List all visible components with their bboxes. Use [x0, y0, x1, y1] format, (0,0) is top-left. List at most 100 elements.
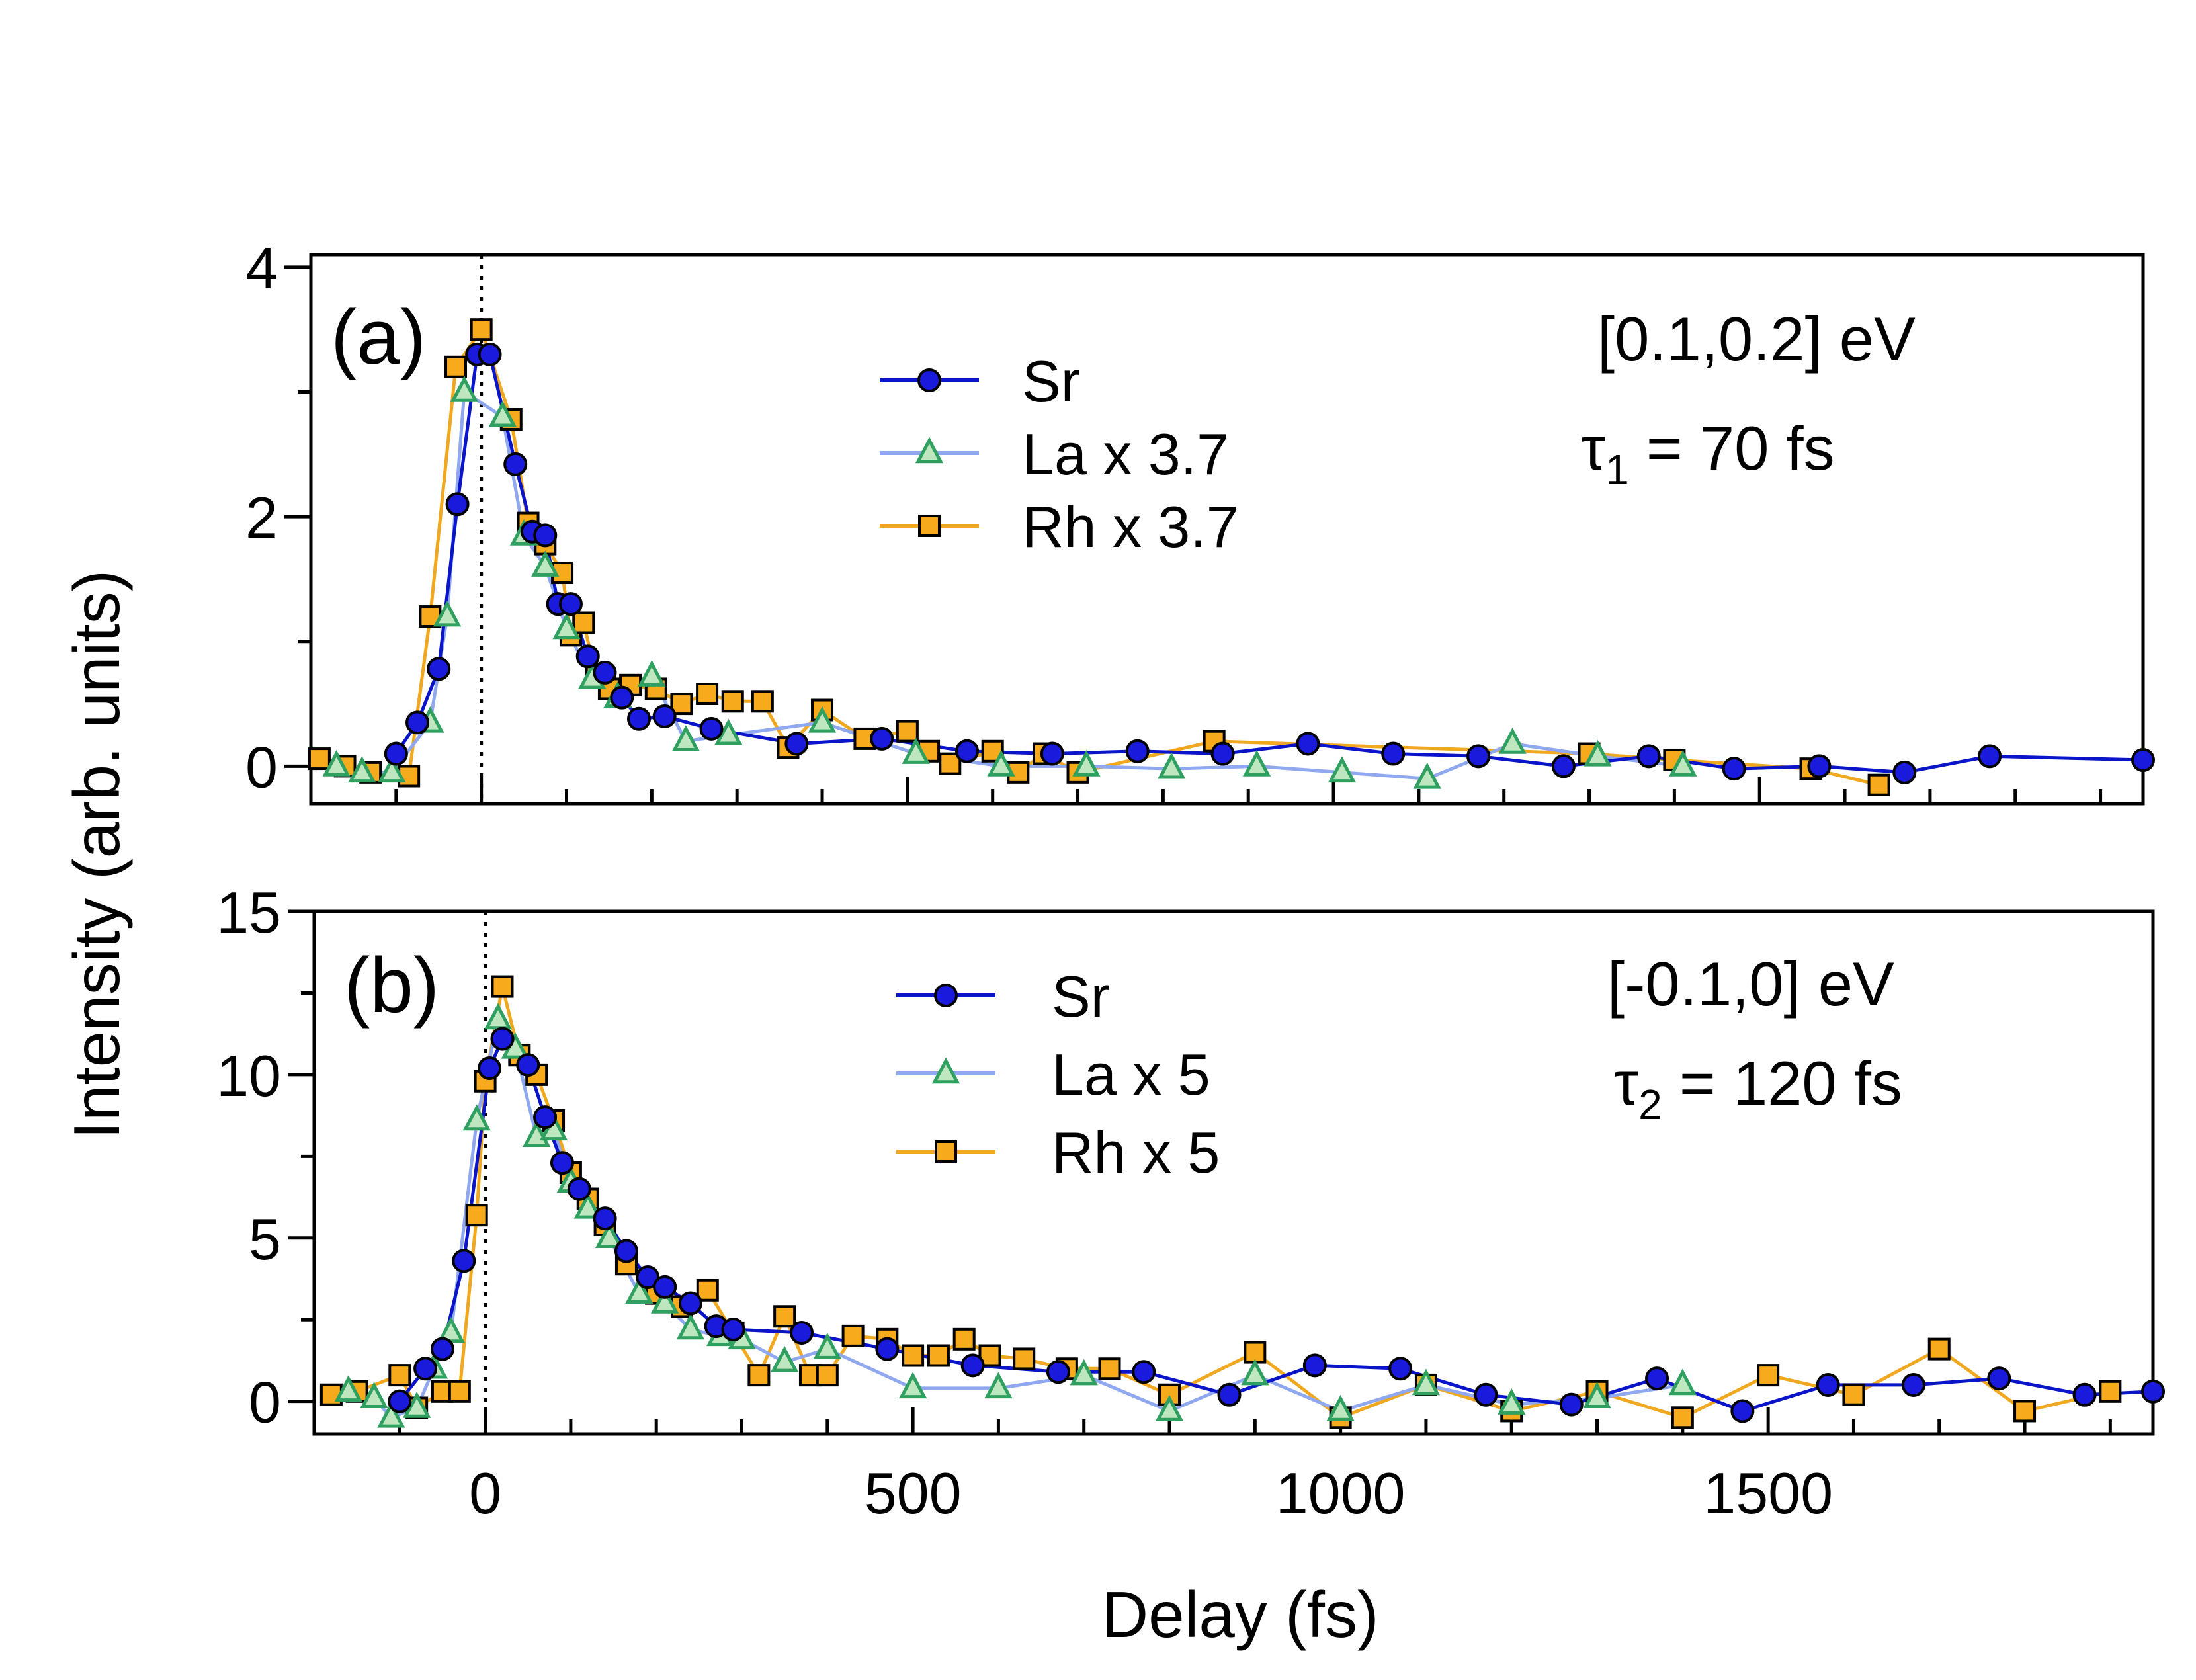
panel-b-point-triangle — [573, 1192, 602, 1219]
panel-a-point-triangle — [1584, 739, 1612, 767]
panel-b-point-circle — [1816, 1372, 1840, 1397]
panel-a-legend-text: Sr — [1022, 349, 1080, 414]
panel-a-point-square — [1867, 773, 1890, 796]
panel-b-point-square — [1098, 1357, 1121, 1380]
panel-b-point-square — [841, 1324, 865, 1347]
panel-a-point-circle — [1466, 744, 1491, 769]
panel-a-point-square — [896, 720, 919, 743]
y-axis-label: Intensity (arb. units) — [60, 570, 133, 1140]
panel-b-xtick-label: 0 — [469, 1460, 501, 1526]
panel-b-point-circle — [1302, 1353, 1327, 1378]
panel-b-point-triangle — [676, 1313, 705, 1340]
panel-a-point-triangle — [987, 749, 1015, 777]
panel-b-point-circle — [490, 1027, 515, 1051]
panel-a-point-circle — [478, 342, 502, 366]
panel-b-point-circle — [567, 1177, 591, 1201]
panel-a-point-square — [939, 752, 962, 775]
panel-b-point-circle — [478, 1056, 502, 1080]
panel-a-point-triangle — [1158, 752, 1186, 779]
panel-a-point-square — [751, 690, 774, 713]
panel-b-point-triangle — [334, 1375, 362, 1402]
panel-b-legend-marker — [935, 1140, 957, 1163]
panel-a-point-triangle — [450, 375, 479, 402]
panel-a-point-triangle — [714, 718, 743, 745]
panel-b-tau: τ2 = 120 fs — [1614, 1048, 1902, 1128]
panel-b-point-circle — [1559, 1392, 1584, 1417]
panel-a-point-triangle — [322, 749, 351, 777]
panel-a-point-triangle — [1242, 749, 1271, 777]
panel-a-ytick-label: 0 — [245, 734, 278, 800]
panel-a-point-circle — [1551, 754, 1576, 778]
panel-b-point-triangle — [1070, 1359, 1098, 1386]
panel-b-point-circle — [533, 1105, 558, 1130]
panel-b-point-circle — [1474, 1382, 1498, 1407]
panel-a-point-circle — [1807, 754, 1832, 778]
panel-b-ytick-label: 0 — [249, 1370, 281, 1435]
panel-b-point-triangle — [462, 1104, 491, 1131]
panel-b-point-square — [696, 1279, 719, 1302]
panel-a-legend-text: Rh x 3.7 — [1022, 494, 1239, 560]
panel-b-point-triangle — [1412, 1368, 1441, 1396]
panel-a-legend: Sr La x 3.7 Rh x 3.7 — [880, 349, 1239, 560]
panel-b-point-square — [1013, 1347, 1036, 1370]
panel-a-series — [308, 318, 2155, 796]
panel-a-point-circle — [870, 726, 894, 751]
panel-a-tau-rest: = 70 fs — [1629, 413, 1835, 483]
panel-b-ytick-label: 10 — [216, 1043, 281, 1109]
panel-b-point-triangle — [771, 1345, 799, 1372]
panel-b-xtick-label: 500 — [865, 1460, 962, 1526]
panel-b-point-square — [1842, 1383, 1865, 1406]
panel-a-point-circle — [593, 660, 617, 685]
panel-a-point-circle — [1125, 739, 1150, 763]
panel-b-point-triangle — [650, 1286, 679, 1314]
panel-b-series — [319, 975, 2165, 1429]
panel-b-legend-text: Sr — [1052, 964, 1110, 1029]
panel-a-point-triangle — [1072, 749, 1101, 777]
panel-a-legend-marker — [918, 515, 941, 537]
panel-a-point-triangle — [1498, 727, 1527, 754]
panel-a-series-line-triangle — [336, 390, 1683, 780]
panel-b-point-circle — [1132, 1360, 1156, 1384]
panel-b-point-triangle — [1155, 1394, 1184, 1421]
panel-b-point-triangle — [1498, 1388, 1526, 1415]
panel-b-point-circle — [1987, 1366, 2011, 1391]
panel-b-point-circle — [2072, 1382, 2097, 1407]
panel-b-xtick-label: 1000 — [1276, 1460, 1406, 1526]
panel-a-point-circle — [784, 732, 809, 756]
panel-b-point-triangle — [403, 1391, 431, 1418]
panel-b-tau-symbol: τ — [1614, 1048, 1638, 1118]
panel-a-point-triangle — [378, 756, 406, 783]
panel-a-point-triangle — [1328, 756, 1357, 783]
panel-a-tau: τ1 = 70 fs — [1581, 413, 1835, 493]
panel-b-point-triangle — [813, 1333, 841, 1359]
panel-a-point-circle — [575, 644, 600, 669]
panel-b-point-circle — [413, 1357, 438, 1381]
panel-b-axes: 0 5 10 15 0 500 1000 1500 — [216, 880, 2155, 1526]
panel-b-ytick-label: 15 — [216, 880, 281, 945]
panel-a-point-circle — [955, 739, 980, 763]
panel-a-point-triangle — [1669, 749, 1697, 777]
panel-b-point-circle — [960, 1353, 985, 1378]
panel-b-point-circle — [1901, 1372, 1925, 1397]
panel-a-point-triangle — [638, 660, 666, 687]
panel-b-ytick-label: 5 — [249, 1206, 281, 1272]
panel-a-point-square — [696, 683, 719, 705]
panel-b-point-circle — [1730, 1399, 1755, 1423]
panel-b-point-circle — [653, 1275, 677, 1299]
panel-a-point-square — [398, 765, 421, 788]
panel-b-point-triangle — [1241, 1359, 1269, 1386]
x-axis-label: Delay (fs) — [1101, 1578, 1378, 1651]
panel-b-point-circle — [388, 1389, 412, 1413]
panel-b-legend-text: La x 5 — [1052, 1042, 1210, 1107]
panel-b-point-square — [816, 1364, 839, 1387]
panel-b-point-square — [2013, 1400, 2037, 1423]
panel-b-point-square — [902, 1344, 925, 1367]
panel-a-point-circle — [627, 706, 652, 731]
panel-a-legend-marker — [917, 368, 941, 392]
panel-b-point-square — [448, 1380, 471, 1403]
panel-a-point-triangle — [808, 706, 837, 733]
panel-b-point-circle — [593, 1206, 617, 1231]
panel-b-xtick-label: 1500 — [1703, 1460, 1833, 1526]
panel-b-point-circle — [430, 1337, 454, 1361]
